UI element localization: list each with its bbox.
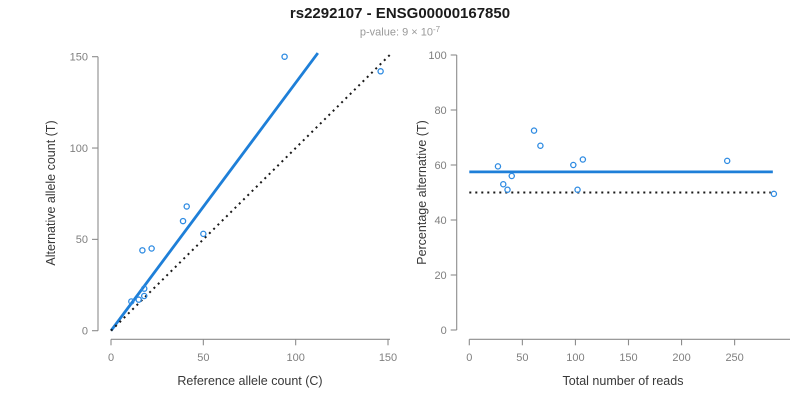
data-point bbox=[140, 292, 148, 300]
pvalue-exponent: -7 bbox=[432, 24, 441, 34]
x-tick-label: 150 bbox=[619, 352, 637, 364]
x-tick-label: 150 bbox=[379, 352, 397, 364]
y-tick-label: 60 bbox=[434, 160, 446, 172]
y-axis-title: Alternative allele count (T) bbox=[44, 120, 58, 265]
data-point bbox=[570, 161, 577, 169]
data-point bbox=[723, 157, 731, 165]
data-point bbox=[537, 142, 544, 149]
data-point bbox=[200, 230, 207, 238]
data-point bbox=[574, 186, 581, 193]
data-point bbox=[494, 163, 502, 170]
data-point bbox=[128, 298, 135, 305]
data-point bbox=[281, 53, 288, 60]
data-point bbox=[179, 217, 187, 225]
x-tick-label: 0 bbox=[108, 352, 114, 364]
x-tick-label: 200 bbox=[672, 352, 690, 364]
y-tick-label: 80 bbox=[434, 105, 446, 117]
data-point bbox=[140, 285, 148, 292]
x-tick-label: 250 bbox=[725, 352, 743, 364]
fit-line bbox=[109, 52, 319, 332]
pvalue-text: p-value: 9 × 10 bbox=[359, 26, 433, 39]
data-point bbox=[148, 245, 155, 252]
y-tick-label: 20 bbox=[434, 270, 446, 282]
y-tick-label: 40 bbox=[434, 215, 446, 227]
panel-right: 0 50 100 150 200 250 0 20 40 60 80 100 Total number … bbox=[415, 50, 790, 388]
data-point bbox=[770, 190, 778, 198]
figure-subtitle: p-value: 9 × 10-7 bbox=[0, 24, 800, 39]
x-axis-title: Total number of reads bbox=[563, 374, 684, 388]
y-axis-title: Percentage alternative (T) bbox=[415, 120, 429, 265]
data-point bbox=[579, 156, 587, 163]
data-point bbox=[183, 203, 190, 210]
data-point bbox=[504, 186, 511, 193]
x-tick-label: 100 bbox=[286, 352, 304, 364]
y-tick-label: 100 bbox=[70, 143, 88, 155]
x-tick-label: 50 bbox=[197, 352, 209, 364]
x-tick-label: 0 bbox=[466, 352, 472, 364]
data-point bbox=[508, 172, 516, 180]
y-tick-label: 0 bbox=[82, 326, 88, 338]
data-point bbox=[135, 296, 142, 303]
panel-left: 0 50 100 150 0 50 100 150 Reference allele count… bbox=[44, 51, 397, 388]
y-tick-label: 0 bbox=[441, 325, 447, 337]
data-point bbox=[377, 68, 384, 75]
figure-title: rs2292107 - ENSG00000167850 bbox=[289, 5, 511, 22]
identity-line bbox=[110, 54, 391, 332]
y-tick-label: 50 bbox=[76, 234, 88, 246]
x-tick-label: 100 bbox=[566, 352, 584, 364]
y-tick-label: 150 bbox=[70, 51, 88, 63]
x-tick-label: 50 bbox=[516, 352, 528, 364]
data-point bbox=[530, 127, 538, 134]
data-point bbox=[500, 180, 507, 188]
x-axis-title: Reference allele count (C) bbox=[177, 374, 322, 388]
data-point bbox=[139, 247, 146, 254]
y-tick-label: 100 bbox=[428, 50, 446, 62]
